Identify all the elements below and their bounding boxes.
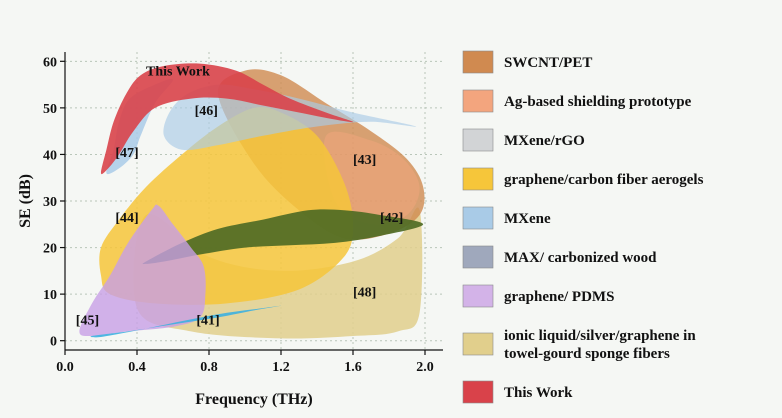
x-tick-label: 1.6 bbox=[344, 360, 362, 375]
y-tick-label: 0 bbox=[50, 335, 57, 350]
y-tick-label: 20 bbox=[43, 242, 57, 257]
x-tick-label: 0.8 bbox=[200, 360, 218, 375]
y-tick-label: 50 bbox=[43, 102, 57, 117]
x-tick-label: 1.2 bbox=[272, 360, 290, 375]
y-tick-label: 10 bbox=[43, 288, 57, 303]
legend: SWCNT/PET Ag-based shielding prototype MXe… bbox=[462, 50, 704, 404]
region-45 bbox=[79, 204, 206, 337]
legend-swatch bbox=[462, 245, 494, 269]
y-tick-label: 30 bbox=[43, 195, 57, 210]
legend-label: graphene/ PDMS bbox=[504, 289, 614, 305]
x-ticks: 0.0 0.4 0.8 1.2 1.6 2.0 bbox=[56, 350, 434, 375]
legend-swatch bbox=[462, 128, 494, 152]
legend-label: ionic liquid/silver/graphene in bbox=[504, 328, 696, 344]
legend-label: MXene/rGO bbox=[504, 133, 585, 149]
legend-label: Ag-based shielding prototype bbox=[504, 94, 692, 110]
legend-swatch bbox=[462, 206, 494, 230]
legend-swatch bbox=[462, 167, 494, 191]
region-this-work bbox=[100, 63, 354, 175]
x-axis-title: Frequency (THz) bbox=[195, 391, 312, 408]
region-46 bbox=[163, 84, 417, 151]
legend-label: graphene/carbon fiber aerogels bbox=[504, 172, 704, 188]
y-ticks: 0 10 20 30 40 50 60 bbox=[43, 55, 65, 350]
legend-swatch bbox=[462, 89, 494, 113]
legend-label: This Work bbox=[504, 385, 573, 401]
y-tick-label: 40 bbox=[43, 148, 57, 163]
legend-label: towel-gourd sponge fibers bbox=[504, 346, 670, 362]
legend-swatch bbox=[462, 332, 494, 356]
legend-label: MAX/ carbonized wood bbox=[504, 250, 657, 266]
region-label: [48] bbox=[353, 285, 376, 300]
y-axis-title: SE (dB) bbox=[17, 174, 34, 228]
region-47 bbox=[106, 78, 173, 175]
legend-swatch bbox=[462, 50, 494, 74]
region-label: [44] bbox=[115, 211, 138, 226]
region-labels: This Work [46] [47] [43] [44] [42] [48] [45] [41… bbox=[76, 64, 404, 328]
region-label: [47] bbox=[115, 146, 138, 161]
y-tick-label: 60 bbox=[43, 55, 57, 70]
legend-swatch bbox=[462, 284, 494, 308]
region-label: [42] bbox=[380, 211, 403, 226]
legend-swatch bbox=[462, 380, 494, 404]
x-tick-label: 0.0 bbox=[56, 360, 74, 375]
region-label: [46] bbox=[195, 104, 218, 119]
x-tick-label: 0.4 bbox=[128, 360, 146, 375]
region-41 bbox=[90, 305, 282, 338]
x-tick-label: 2.0 bbox=[416, 360, 434, 375]
region-label: [41] bbox=[196, 313, 219, 328]
region-42 bbox=[142, 209, 424, 265]
region-label: [45] bbox=[76, 313, 99, 328]
region-label: This Work bbox=[146, 64, 210, 79]
legend-label: MXene bbox=[504, 211, 551, 227]
data-regions bbox=[79, 63, 425, 339]
region-label: [43] bbox=[353, 153, 376, 168]
legend-label: SWCNT/PET bbox=[504, 55, 592, 71]
